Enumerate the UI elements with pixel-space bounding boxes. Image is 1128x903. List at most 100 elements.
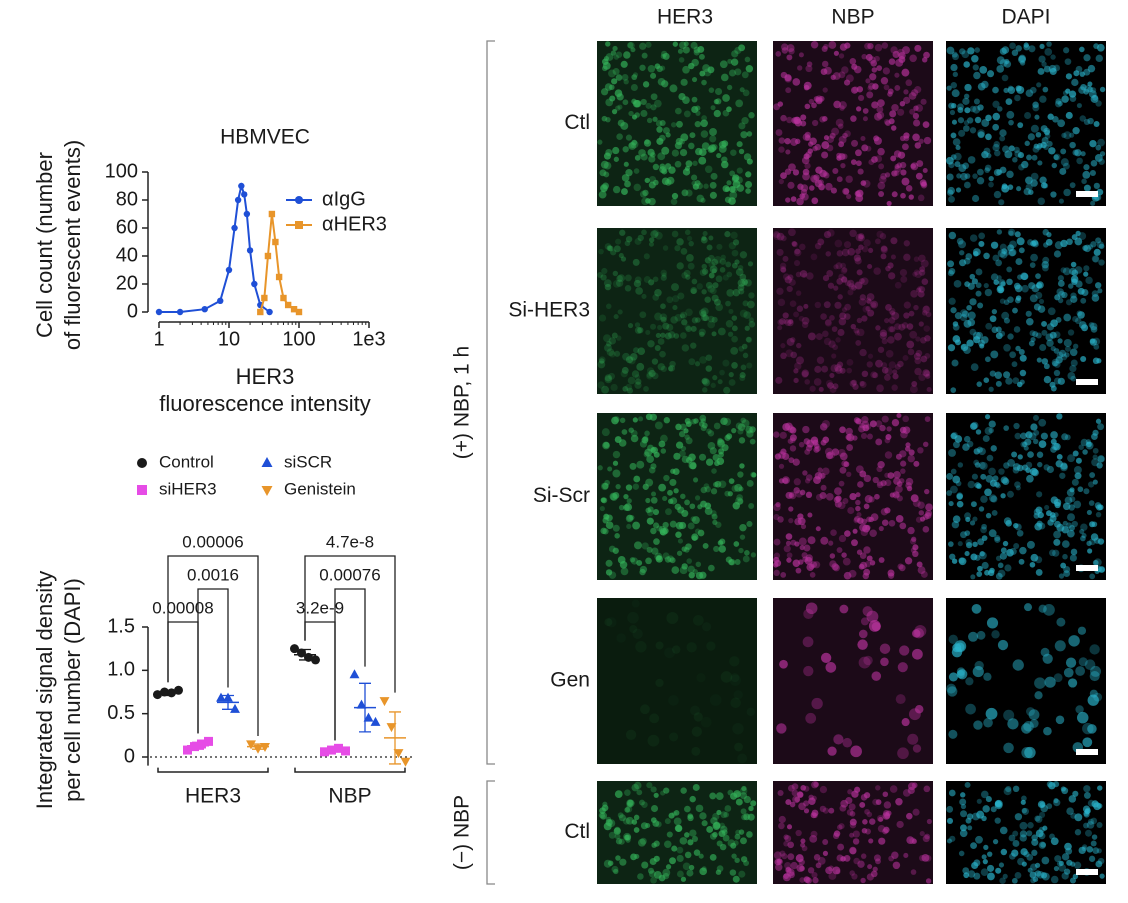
cell — [629, 557, 636, 563]
cell — [638, 838, 646, 847]
cell — [742, 352, 749, 359]
cell — [706, 244, 713, 251]
cell — [724, 231, 731, 238]
cell — [889, 326, 896, 333]
cell — [1056, 288, 1064, 296]
cell — [734, 46, 742, 55]
cell — [825, 182, 833, 191]
cell — [995, 555, 1002, 562]
cell — [685, 543, 692, 550]
cell — [866, 433, 873, 440]
cell — [893, 477, 901, 485]
y-tick-label: 0 — [124, 745, 135, 767]
cell — [650, 230, 659, 239]
data-point — [275, 273, 283, 281]
data-point — [243, 210, 251, 218]
cell — [1063, 570, 1071, 577]
cell — [1083, 822, 1089, 829]
cell — [970, 363, 979, 371]
cell — [782, 312, 789, 319]
cell — [709, 265, 718, 274]
cell — [780, 114, 787, 122]
cell — [731, 362, 738, 369]
cell — [839, 105, 845, 111]
cell — [604, 374, 612, 382]
data-point — [246, 247, 254, 254]
cell — [865, 145, 872, 152]
cell — [923, 136, 932, 145]
cell — [1039, 811, 1046, 818]
cell — [953, 152, 962, 161]
cell — [979, 551, 985, 557]
error-bar — [192, 741, 204, 750]
cell — [1074, 149, 1082, 157]
cell — [903, 89, 909, 95]
cell — [948, 729, 958, 739]
cell — [948, 297, 956, 305]
cell — [603, 334, 611, 343]
cell — [1009, 240, 1017, 249]
cell — [720, 254, 726, 260]
cell — [669, 478, 677, 486]
cell — [710, 105, 716, 111]
cell — [1046, 339, 1054, 347]
cell — [1007, 228, 1016, 237]
cell — [992, 254, 1000, 262]
cell — [859, 470, 867, 478]
cell — [677, 538, 683, 544]
cell — [690, 288, 697, 295]
cell — [907, 733, 919, 745]
cell — [1092, 559, 1099, 566]
cell — [1069, 267, 1077, 276]
cell — [919, 516, 926, 522]
cell — [724, 805, 732, 812]
cell — [1083, 791, 1091, 799]
cell — [949, 553, 956, 560]
cell — [691, 180, 697, 186]
cell — [1069, 496, 1076, 503]
cell — [838, 141, 845, 148]
cell — [999, 58, 1008, 67]
cell — [1018, 558, 1025, 565]
cell — [739, 787, 748, 795]
cell — [665, 132, 671, 138]
cell — [910, 290, 918, 298]
cell — [647, 734, 660, 747]
cell — [799, 877, 806, 883]
significance-bracket — [334, 588, 366, 741]
cell — [689, 829, 697, 837]
cell — [806, 272, 814, 280]
cell — [1063, 338, 1072, 347]
cell — [777, 101, 784, 107]
cell — [809, 137, 817, 145]
cell — [612, 270, 619, 277]
cell — [746, 336, 753, 343]
cell — [994, 536, 1001, 543]
cell — [960, 531, 967, 539]
data-point — [230, 703, 240, 713]
cell — [687, 235, 693, 242]
cell — [867, 864, 873, 870]
cell — [948, 267, 956, 275]
x-axis-label: HER3 — [236, 364, 295, 389]
cell — [799, 270, 808, 278]
cell — [601, 428, 610, 437]
cell — [633, 475, 641, 483]
cell — [1022, 441, 1028, 447]
cell — [613, 868, 619, 875]
cell — [1078, 444, 1084, 450]
cell — [1014, 231, 1021, 238]
cell — [673, 452, 681, 460]
cell — [949, 109, 956, 116]
cell — [902, 355, 909, 361]
error-bar — [389, 711, 401, 765]
cell — [650, 876, 657, 884]
cell — [654, 421, 663, 430]
cell — [1042, 86, 1049, 93]
cell — [922, 441, 929, 448]
cell — [1006, 490, 1014, 498]
cell — [775, 51, 782, 57]
cell — [853, 254, 861, 262]
cell — [900, 192, 906, 199]
cell — [891, 311, 900, 320]
